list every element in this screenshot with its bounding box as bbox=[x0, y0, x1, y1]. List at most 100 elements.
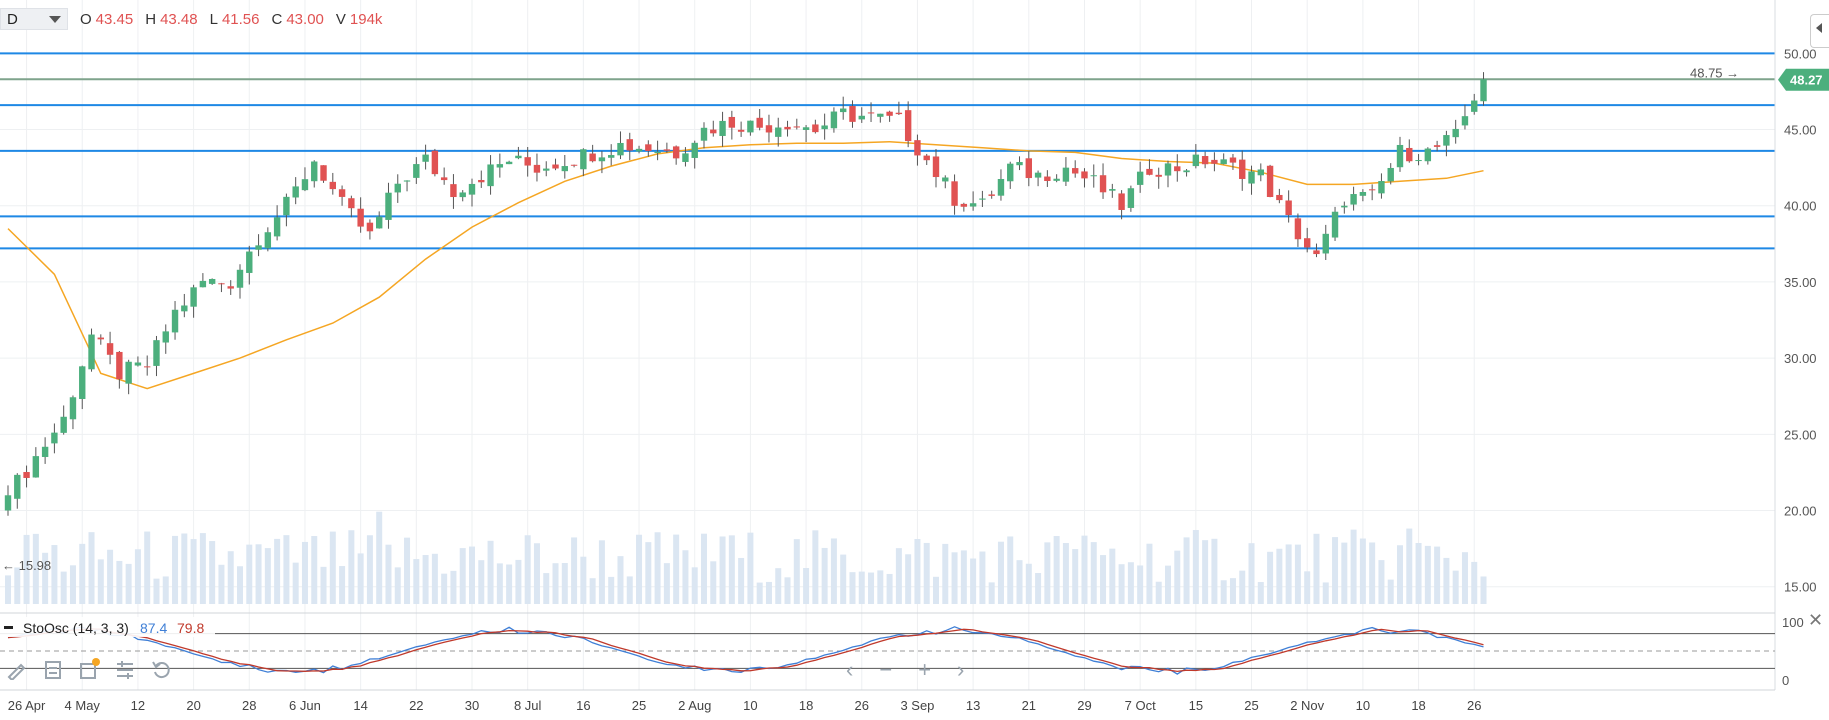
volume-bar bbox=[506, 564, 513, 604]
volume-bar bbox=[905, 554, 912, 604]
volume-bar bbox=[1480, 576, 1487, 604]
candle bbox=[904, 101, 912, 148]
interval-select[interactable]: D bbox=[0, 8, 68, 30]
volume-bar bbox=[830, 538, 837, 604]
candle bbox=[4, 485, 12, 516]
candle bbox=[459, 190, 466, 202]
volume-bar bbox=[571, 537, 578, 604]
candle bbox=[403, 180, 411, 192]
settings-sliders-icon[interactable] bbox=[114, 658, 136, 680]
chevron-left-icon bbox=[1816, 23, 1822, 33]
horizontal-lines[interactable] bbox=[0, 52, 1775, 250]
candle bbox=[1229, 153, 1237, 170]
candle-body bbox=[1359, 192, 1367, 196]
price-tick-label: 15.00 bbox=[1784, 580, 1817, 595]
volume-bar bbox=[255, 544, 262, 604]
candle bbox=[227, 280, 234, 295]
volume-bar bbox=[32, 533, 39, 604]
candle bbox=[635, 145, 643, 154]
volume-bar bbox=[728, 535, 735, 604]
zoom-in-icon[interactable]: + bbox=[918, 657, 932, 682]
candle-body bbox=[645, 144, 652, 151]
volume-bar bbox=[682, 550, 689, 604]
candle bbox=[793, 118, 800, 130]
volume-bar bbox=[199, 533, 206, 604]
volume-bar bbox=[765, 581, 772, 604]
time-tick-label: 7 Oct bbox=[1125, 698, 1156, 713]
scroll-left-icon[interactable]: ‹ bbox=[846, 657, 854, 682]
volume-bar bbox=[1007, 536, 1014, 604]
candle-body bbox=[1424, 148, 1432, 162]
candle-body bbox=[886, 111, 893, 116]
candle bbox=[283, 193, 290, 227]
chevron-down-icon[interactable] bbox=[49, 15, 61, 23]
candle-body bbox=[1146, 168, 1153, 175]
time-axis[interactable]: 26 Apr 4 May 12 20 28 6 Jun 14 22 30 8 Jul 16 25 2 A… bbox=[0, 689, 1775, 713]
candle bbox=[756, 109, 763, 131]
candle bbox=[1331, 206, 1339, 241]
candle-body bbox=[255, 245, 262, 250]
candle bbox=[719, 111, 726, 147]
candle-body bbox=[171, 309, 179, 333]
volume-bar bbox=[1350, 529, 1357, 604]
candle bbox=[1266, 164, 1274, 198]
candle bbox=[886, 110, 893, 122]
candle bbox=[88, 328, 95, 372]
candle-body bbox=[1406, 147, 1413, 162]
reset-icon[interactable] bbox=[150, 658, 172, 680]
close-icon[interactable]: ✕ bbox=[1808, 610, 1824, 630]
candle bbox=[1378, 173, 1385, 199]
candle-body bbox=[1378, 181, 1385, 194]
candle-body bbox=[812, 124, 819, 133]
time-tick-label: 16 bbox=[576, 698, 590, 713]
candle bbox=[1480, 72, 1487, 106]
zoom-out-icon[interactable]: − bbox=[879, 657, 893, 682]
volume-bar bbox=[1397, 545, 1403, 604]
candle bbox=[1443, 130, 1450, 157]
volume-bar bbox=[237, 566, 243, 604]
volume-bar bbox=[1285, 544, 1292, 604]
candle bbox=[106, 331, 114, 365]
candle bbox=[505, 160, 513, 165]
candle bbox=[1081, 168, 1088, 188]
layers-icon[interactable] bbox=[78, 658, 100, 680]
volume-bar bbox=[1369, 542, 1376, 604]
volume-bar bbox=[227, 551, 234, 604]
candle bbox=[329, 172, 336, 195]
volume-bar bbox=[960, 550, 967, 604]
volume-bar bbox=[1035, 573, 1042, 604]
volume-bar bbox=[431, 553, 438, 604]
close-value: 43.00 bbox=[286, 10, 324, 28]
candle-body bbox=[1118, 193, 1125, 210]
time-tick-label: 28 bbox=[242, 698, 256, 713]
volume-bar bbox=[60, 571, 67, 604]
candle-body bbox=[69, 397, 77, 420]
candle bbox=[1220, 153, 1227, 165]
volume-bar bbox=[1025, 563, 1032, 604]
volume-bar bbox=[775, 568, 782, 604]
candle bbox=[51, 423, 58, 454]
volume-bar bbox=[654, 532, 661, 604]
volume-bar bbox=[515, 559, 522, 604]
volume-bar bbox=[1332, 537, 1339, 604]
panel-toggle-button[interactable] bbox=[1810, 14, 1829, 48]
list-icon[interactable] bbox=[42, 658, 64, 680]
candle-body bbox=[41, 446, 49, 457]
candle-body bbox=[79, 366, 86, 399]
volume-bar bbox=[1248, 543, 1255, 604]
candle bbox=[69, 395, 77, 430]
candle bbox=[1034, 170, 1042, 187]
time-tick-label: 15 bbox=[1189, 698, 1203, 713]
candle-body bbox=[1257, 169, 1264, 176]
pencil-icon[interactable] bbox=[6, 658, 28, 680]
candle bbox=[979, 190, 986, 208]
candle-body bbox=[181, 305, 188, 312]
candle-body bbox=[515, 155, 522, 159]
price-axis[interactable]: 50.00 45.00 40.00 35.00 30.00 25.00 20.00 15.00… bbox=[1774, 0, 1829, 690]
candle-body bbox=[617, 142, 624, 156]
candle bbox=[1118, 190, 1125, 220]
candle bbox=[775, 117, 782, 147]
scroll-right-icon[interactable]: › bbox=[957, 657, 965, 682]
price-tick-label: 35.00 bbox=[1784, 275, 1817, 290]
